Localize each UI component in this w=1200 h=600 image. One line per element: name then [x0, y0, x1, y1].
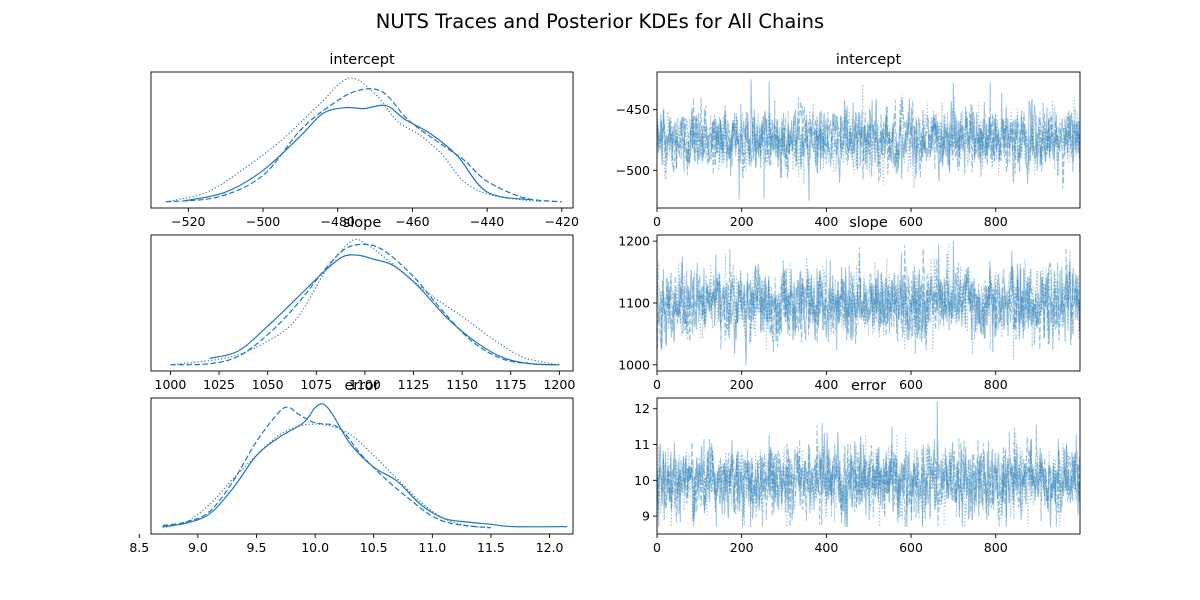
panel-trace-error: error 0 200 400 600 800 9 10 11 12: [634, 378, 1081, 555]
x-tick-label: 12.0: [536, 540, 564, 555]
plot-area: [657, 401, 1080, 528]
y-tick-label: 1000: [618, 357, 650, 372]
x-tick-label: −440: [470, 214, 504, 229]
y-tick-label: 1200: [618, 234, 650, 249]
x-tick-label: 200: [730, 540, 754, 555]
x-tick-label: 0: [653, 214, 661, 229]
trace-line-dashed: [657, 81, 1080, 199]
y-tick-label: −450: [616, 102, 650, 117]
trace-line-dashed: [657, 245, 1080, 354]
x-tick-label: 11.5: [477, 540, 505, 555]
kde-line-dotted: [170, 238, 560, 366]
y-tick-label: −500: [616, 163, 650, 178]
y-tick-label: 12: [634, 401, 650, 416]
kde-line-dashed: [162, 406, 492, 529]
x-tick-label: 8.5: [129, 540, 149, 555]
x-tick-label: 1025: [203, 377, 235, 392]
y-tick-label: 1100: [618, 296, 650, 311]
x-tick-label: −480: [321, 214, 355, 229]
kde-line-dashed: [165, 88, 562, 203]
x-tick-label: 600: [899, 377, 923, 392]
plot-area: [165, 77, 562, 203]
kde-line-solid: [162, 403, 568, 528]
x-tick-label: −420: [545, 214, 579, 229]
panel-title-slope: slope: [849, 215, 888, 231]
x-tick-label: 0: [653, 540, 661, 555]
plot-area: [657, 241, 1080, 365]
x-tick-label: −460: [395, 214, 429, 229]
plot-area: [657, 79, 1080, 201]
x-tick-label: 200: [730, 377, 754, 392]
kde-line-solid: [209, 254, 560, 366]
x-tick-label: 1200: [543, 377, 575, 392]
x-tick-label: 10.0: [301, 540, 329, 555]
x-tick-label: 1150: [446, 377, 478, 392]
x-tick-label: 1125: [398, 377, 430, 392]
axes-frame: [150, 397, 574, 535]
trace-line-dashed: [657, 424, 1080, 527]
axes-frame: [150, 234, 574, 372]
x-tick-label: 800: [984, 540, 1008, 555]
x-tick-label: 1000: [155, 377, 187, 392]
axes-frame: [150, 71, 574, 209]
trace-line-dotted: [657, 432, 1080, 528]
x-tick-label: 9.5: [247, 540, 267, 555]
trace-line-solid: [657, 401, 1080, 527]
x-tick-label: 11.0: [418, 540, 446, 555]
plot-area: [170, 238, 560, 366]
panel-kde-slope: slope 1000 1025 1050 1075 1100 1125 1150 1175 120…: [150, 215, 575, 392]
x-tick-label: −520: [171, 214, 205, 229]
x-tick-label: 800: [984, 377, 1008, 392]
x-tick-label: 1175: [495, 377, 527, 392]
panel-title-intercept: intercept: [836, 52, 902, 68]
x-tick-label: 600: [899, 214, 923, 229]
panels: intercept−520 −500 −480 −460 −440 −420interce…: [129, 52, 1081, 555]
x-tick-label: 400: [814, 540, 838, 555]
figure-title: NUTS Traces and Posterior KDEs for All C…: [376, 10, 824, 33]
x-tick-label: 400: [814, 377, 838, 392]
panel-kde-intercept: intercept −520 −500 −480 −460 −440 −420: [150, 52, 579, 229]
x-tick-label: 1075: [300, 377, 332, 392]
axes-frame: [656, 71, 1081, 209]
x-tick-label: 200: [730, 214, 754, 229]
panel-title-intercept: intercept: [329, 52, 395, 68]
trace-line-solid: [657, 241, 1080, 365]
x-tick-label: −500: [246, 214, 280, 229]
x-tick-label: 400: [814, 214, 838, 229]
x-tick-label: 0: [653, 377, 661, 392]
kde-line-dashed: [170, 243, 560, 366]
x-tick-label: 600: [899, 540, 923, 555]
y-tick-label: 9: [642, 509, 650, 524]
panel-kde-error: error 8.5 9.0 9.5 10.0 10.5 11.0 11.5 12.0: [129, 378, 574, 555]
trace-line-solid: [657, 79, 1080, 201]
x-tick-label: 800: [984, 214, 1008, 229]
x-tick-label: 1100: [349, 377, 381, 392]
y-tick-label: 10: [634, 473, 650, 488]
x-tick-label: 10.5: [360, 540, 388, 555]
x-tick-label: 9.0: [188, 540, 208, 555]
panel-trace-slope: slope 0 200 400 600 800 1000 1100 1200: [618, 215, 1081, 392]
plot-area: [162, 403, 568, 529]
y-tick-label: 11: [634, 437, 650, 452]
panel-title-slope: slope: [343, 215, 382, 231]
x-tick-label: 1050: [252, 377, 284, 392]
panel-trace-intercept: intercept 0 200 400 600 800 −450 −500: [616, 52, 1081, 229]
axes-frame: [656, 397, 1081, 535]
panel-title-error: error: [344, 378, 379, 394]
panel-title-error: error: [851, 378, 886, 394]
